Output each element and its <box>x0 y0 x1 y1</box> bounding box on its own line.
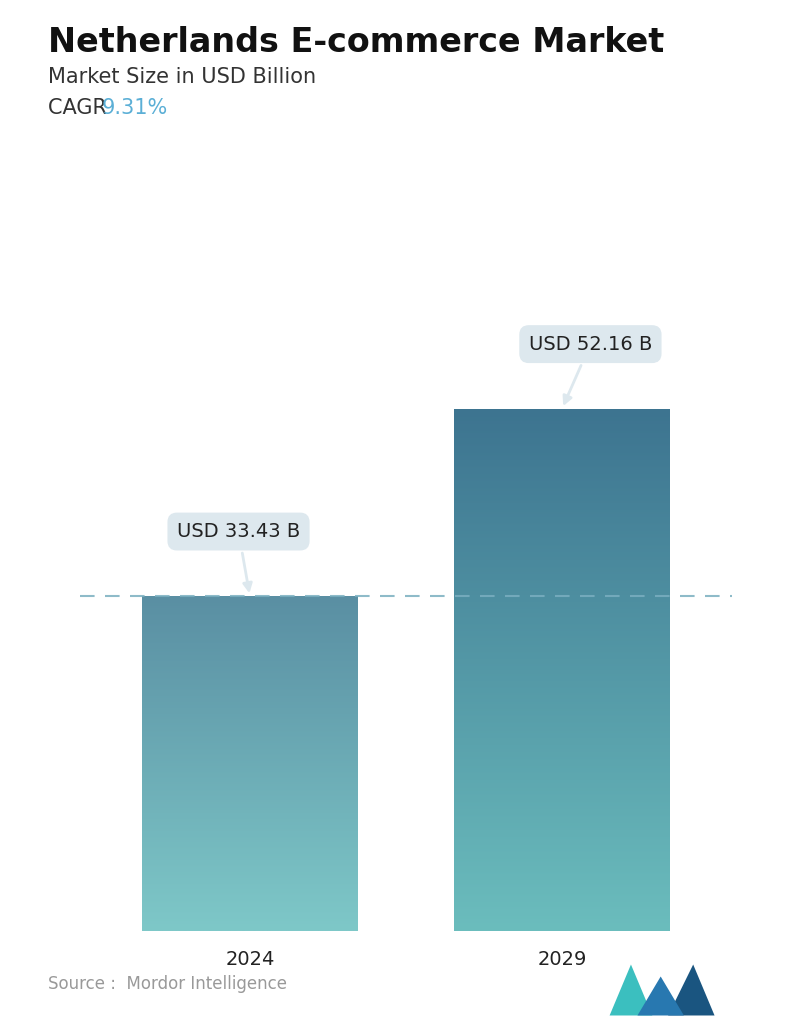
Text: USD 33.43 B: USD 33.43 B <box>177 522 300 590</box>
Text: Source :  Mordor Intelligence: Source : Mordor Intelligence <box>48 975 287 993</box>
Text: CAGR: CAGR <box>48 98 113 118</box>
Text: USD 52.16 B: USD 52.16 B <box>529 335 652 403</box>
Polygon shape <box>638 976 684 1015</box>
Polygon shape <box>668 965 715 1015</box>
Text: Netherlands E-commerce Market: Netherlands E-commerce Market <box>48 26 664 59</box>
Text: 9.31%: 9.31% <box>102 98 168 118</box>
Text: Market Size in USD Billion: Market Size in USD Billion <box>48 67 316 87</box>
Polygon shape <box>610 965 653 1015</box>
